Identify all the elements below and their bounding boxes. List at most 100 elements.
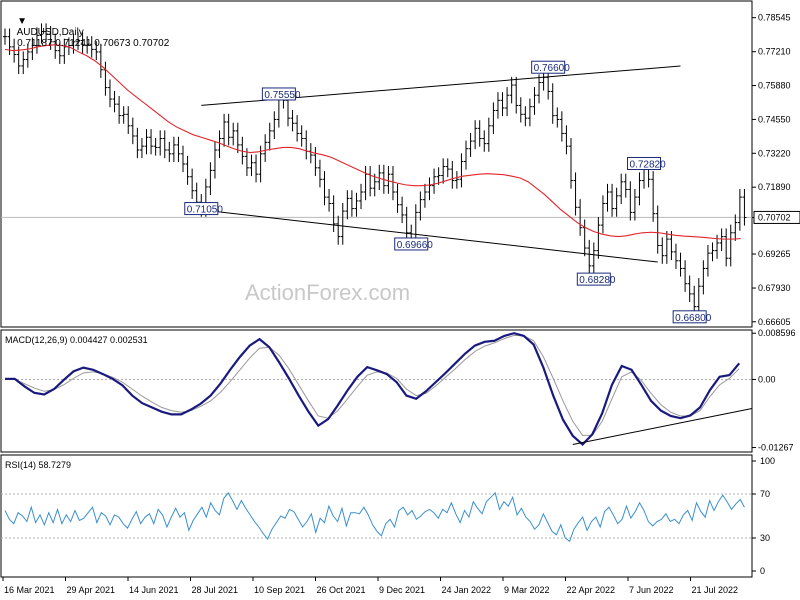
price-bar [687,275,692,303]
x-tick-label: 21 Jul 2022 [692,585,739,595]
rsi-y-tick-label: 30 [760,533,770,543]
price-bar [701,260,706,295]
price-bar [171,136,176,162]
price-label-box [672,310,707,324]
price-bar [217,130,222,159]
price-bar [555,107,560,128]
rsi-title: RSI(14) 58.7279 [5,460,71,470]
price-bar [568,138,573,189]
price-y-tick-label: 0.67930 [758,283,791,293]
macd-trendline [572,407,753,445]
price-bar [121,106,126,124]
x-tick-label: 14 Jun 2021 [129,585,179,595]
price-bar [185,155,190,185]
price-bar [34,27,39,54]
price-bar [628,181,633,221]
price-bar [632,188,637,221]
price-y-tick-label: 0.75880 [758,81,791,91]
price-bar [550,83,555,124]
price-bar [600,195,605,234]
price-bar [623,173,628,198]
price-bar [98,43,103,78]
macd-y-tick-label: 0.008596 [758,328,796,338]
price-bar [445,158,450,178]
price-bar [619,173,624,204]
current-price-badge [753,210,800,224]
price-bar [710,242,715,262]
price-bar [596,216,601,259]
macd-y-tick-label: -0.01267 [758,443,794,453]
price-bar [176,136,181,162]
price-bar [327,188,332,212]
price-bar [331,195,336,233]
price-bar [107,79,112,108]
price-bar [21,51,26,75]
x-tick-label: 9 Mar 2022 [504,585,550,595]
price-bar [345,190,350,220]
x-tick-label: 9 Dec 2021 [379,585,425,595]
price-bar [587,239,592,275]
price-bar [432,168,437,194]
price-bar [212,141,217,179]
price-bar [158,130,163,156]
price-bar [610,183,615,217]
price-bar [696,278,701,315]
price-bar [473,120,478,150]
price-bar [317,159,322,188]
price-bar [322,171,327,206]
price-bar [299,125,304,147]
price-bar [509,76,514,104]
price-bar [139,138,144,159]
price-bar [208,162,213,196]
header-bar: ▼ AUDUSD,Daily 0.71187 0.71241 0.70673 0… [6,5,170,60]
price-bar [16,46,21,75]
ohlc-values: 0.71187 0.71241 0.70673 0.70702 [17,38,170,49]
x-tick-label: 24 Jan 2022 [442,585,492,595]
price-bar [614,187,619,217]
price-bar [254,154,259,183]
price-bar [244,148,249,176]
rsi-y-tick-label: 0 [760,566,765,576]
price-bar [527,98,532,127]
macd-signal-line [4,334,740,436]
price-bar [427,177,432,201]
symbol-label: AUDUSD,Daily [16,27,84,38]
price-bar [80,32,85,54]
price-bar [573,172,578,216]
price-bar [235,122,240,154]
price-bar [57,42,62,64]
price-bar [559,111,564,142]
price-bar [582,219,587,257]
price-bar [304,130,309,160]
price-bar [436,167,441,185]
price-bar [368,166,373,197]
price-bar [144,129,149,155]
x-tick-label: 7 Jun 2022 [629,585,674,595]
price-label: 0.76600 [534,63,571,74]
price-bar [724,228,729,267]
price-bar [742,188,747,226]
price-bar [267,122,272,151]
price-bar [518,97,523,123]
price-bar [678,252,683,277]
price-bar [340,202,345,245]
macd-y-tick-label: 0.00 [758,374,776,384]
price-y-tick-label: 0.69265 [758,249,791,259]
panel-frame-2 [0,329,753,453]
price-bar [130,117,135,145]
price-bar [39,23,44,44]
triangle-down-icon[interactable]: ▼ [17,16,28,27]
price-bar [153,138,158,156]
price-bar [126,106,131,134]
price-label: 0.71050 [187,205,224,216]
price-bar [737,188,742,231]
x-tick-label: 26 Oct 2021 [317,585,366,595]
price-bar [89,36,94,58]
price-bar [655,205,660,254]
price-bar [372,173,377,197]
rsi-y-tick-label: 70 [760,489,770,499]
x-tick-label: 28 Jul 2021 [192,585,239,595]
price-bar [71,33,76,54]
price-bar [400,196,405,224]
